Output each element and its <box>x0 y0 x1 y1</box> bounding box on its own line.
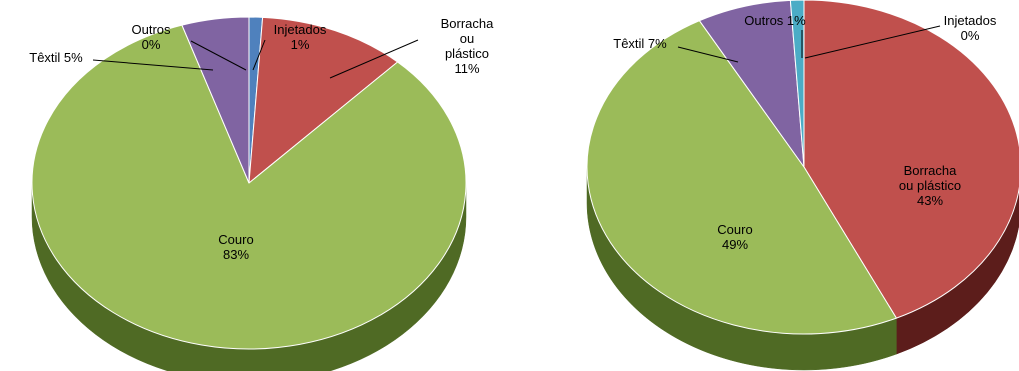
data-label-outros: Outros 1% <box>744 13 806 28</box>
pie-chart-1: Injetados 1% Borracha ou plástico 11% Couro 83%… <box>29 16 494 371</box>
data-label-couro: Couro 83% <box>218 232 253 262</box>
leader-line-textil <box>92 59 214 71</box>
pie-slice-borracha-ou-plastico <box>803 0 1019 319</box>
leader-line-injetados <box>804 25 941 59</box>
data-label-borracha-ou-plastico: Borracha ou plástico 43% <box>899 163 961 208</box>
pie-slice-textil <box>181 16 250 184</box>
leader-line-outros <box>190 40 247 71</box>
data-label-textil: Têxtil 7% <box>613 36 667 51</box>
pie-slice-borracha-ou-plastico <box>248 16 399 184</box>
pie-slice-outros <box>789 0 805 168</box>
leader-line-injetados <box>252 39 266 71</box>
data-label-injetados: Injetados 0% <box>944 13 997 43</box>
pie-chart-2: Injetados 0% Borracha ou plástico 43% Couro 49… <box>586 0 1019 371</box>
pie-slice-couro <box>586 20 897 335</box>
data-label-textil: Têxtil 5% <box>29 50 83 65</box>
data-label-outros: Outros 0% <box>131 22 171 52</box>
pie-slice-couro <box>31 24 467 350</box>
data-label-injetados: Injetados 1% <box>274 22 327 52</box>
leader-line-borracha-ou-plastico <box>329 39 419 79</box>
data-label-borracha-ou-plastico: Borracha ou plástico 11% <box>441 16 495 76</box>
leader-line-textil <box>677 46 739 63</box>
data-label-couro: Couro 49% <box>717 222 752 252</box>
